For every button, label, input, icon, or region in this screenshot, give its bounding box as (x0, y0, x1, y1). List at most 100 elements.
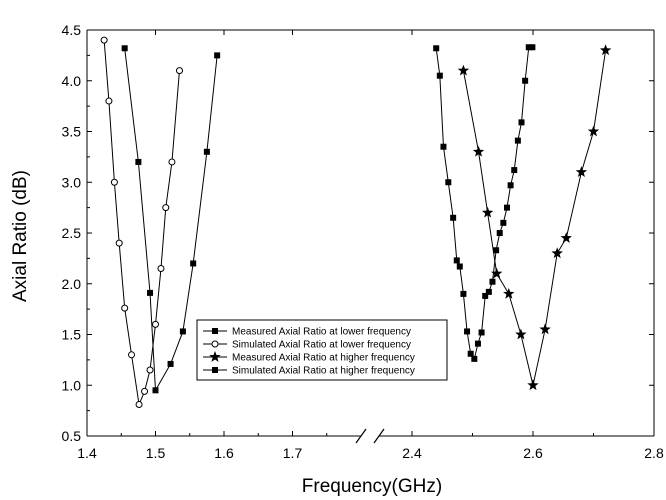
data-point (146, 366, 154, 374)
data-point (518, 119, 525, 126)
data-point (110, 178, 118, 186)
data-point (490, 267, 503, 279)
y-tick-label: 2.0 (62, 276, 82, 292)
y-tick-label: 0.5 (62, 428, 82, 444)
data-point (560, 232, 572, 243)
data-point (135, 158, 142, 165)
data-point (525, 44, 532, 51)
data-point (503, 204, 510, 211)
data-point (507, 182, 514, 189)
data-point (162, 204, 170, 212)
series-line (462, 50, 607, 386)
y-tick-label: 4.5 (62, 22, 82, 38)
data-point (135, 401, 143, 409)
series-1 (121, 45, 221, 394)
data-point (464, 328, 471, 335)
data-point (539, 323, 551, 335)
data-point (436, 72, 443, 79)
data-point (453, 257, 460, 264)
data-point (575, 166, 588, 177)
legend-marker (209, 351, 221, 362)
data-point (474, 340, 481, 347)
data-point (457, 64, 470, 76)
x-tick-label: 2.8 (644, 445, 664, 461)
y-axis-title: Axial Ratio (dB) (10, 170, 31, 302)
data-point (485, 288, 492, 295)
data-point (493, 247, 500, 254)
data-point (482, 292, 489, 299)
x-tick-label: 1.7 (283, 445, 303, 461)
x-tick-label: 1.4 (77, 445, 97, 461)
data-point (511, 167, 518, 174)
axis-break-mark (355, 428, 367, 444)
legend-entry: Simulated Axial Ratio at lower frequency (232, 340, 411, 351)
data-point (599, 44, 612, 56)
data-point (147, 289, 154, 296)
data-point (167, 360, 174, 367)
data-point (514, 137, 521, 144)
legend-marker (212, 367, 218, 373)
data-point (456, 263, 463, 270)
series-3 (457, 44, 612, 391)
data-point (450, 214, 457, 221)
legend-entry: Measured Axial Ratio at higher frequency (232, 353, 415, 364)
data-point (157, 265, 165, 273)
data-point (496, 230, 503, 236)
data-point (500, 219, 507, 226)
data-point (522, 77, 529, 84)
data-point (527, 379, 539, 391)
x-axis-title: Frequency(GHz) (302, 476, 442, 497)
data-point (105, 97, 113, 105)
y-tick-label: 2.5 (62, 225, 82, 241)
data-point (551, 247, 563, 259)
legend-entry: Simulated Axial Ratio at higher frequenc… (232, 366, 415, 377)
data-point (445, 179, 452, 186)
x-tick-label: 1.6 (214, 445, 234, 461)
data-point (214, 52, 221, 59)
series-line (435, 46, 533, 361)
series-4 (433, 44, 536, 362)
data-point (440, 143, 447, 150)
series-2 (100, 36, 183, 409)
data-point (179, 328, 186, 335)
data-point (515, 328, 527, 340)
data-point (121, 304, 129, 312)
ticks-layer: 0.5 1.0 1.5 2.0 2.5 3.0 3.5 4.0 4.5 1.4 1.5 1.6 1.7 2… (62, 22, 664, 461)
data-point (433, 45, 440, 52)
data-point (481, 206, 494, 218)
x-tick-label: 2.4 (402, 445, 422, 461)
data-point (467, 350, 474, 357)
data-point (503, 287, 515, 299)
legend-box (196, 319, 448, 381)
legend-entry: Measured Axial Ratio at lower frequency (232, 327, 411, 338)
series-layer (100, 36, 612, 409)
data-point (175, 67, 183, 75)
data-point (128, 351, 136, 359)
data-point (190, 260, 197, 267)
data-point (472, 145, 485, 157)
data-point (100, 36, 108, 44)
legend-marker (212, 328, 218, 334)
data-point (121, 45, 128, 52)
y-tick-label: 1.5 (62, 327, 82, 343)
data-point (141, 387, 149, 395)
legend: Measured Axial Ratio at lower frequency S… (196, 319, 448, 381)
series-line (103, 40, 180, 407)
data-point (460, 290, 467, 297)
data-point (471, 355, 478, 362)
y-tick-label: 3.5 (62, 124, 82, 140)
axis-break-mark (373, 428, 385, 444)
y-tick-label: 1.0 (62, 377, 82, 393)
data-point (115, 239, 123, 247)
x-tick-label: 1.5 (146, 445, 166, 461)
y-tick-label: 4.0 (62, 73, 82, 89)
data-point (152, 387, 159, 394)
data-point (168, 158, 176, 166)
data-point (489, 278, 496, 285)
y-tick-label: 3.0 (62, 174, 82, 190)
data-point (152, 320, 159, 328)
data-point (587, 125, 600, 137)
x-tick-label: 2.6 (523, 445, 543, 461)
data-point (203, 148, 210, 155)
